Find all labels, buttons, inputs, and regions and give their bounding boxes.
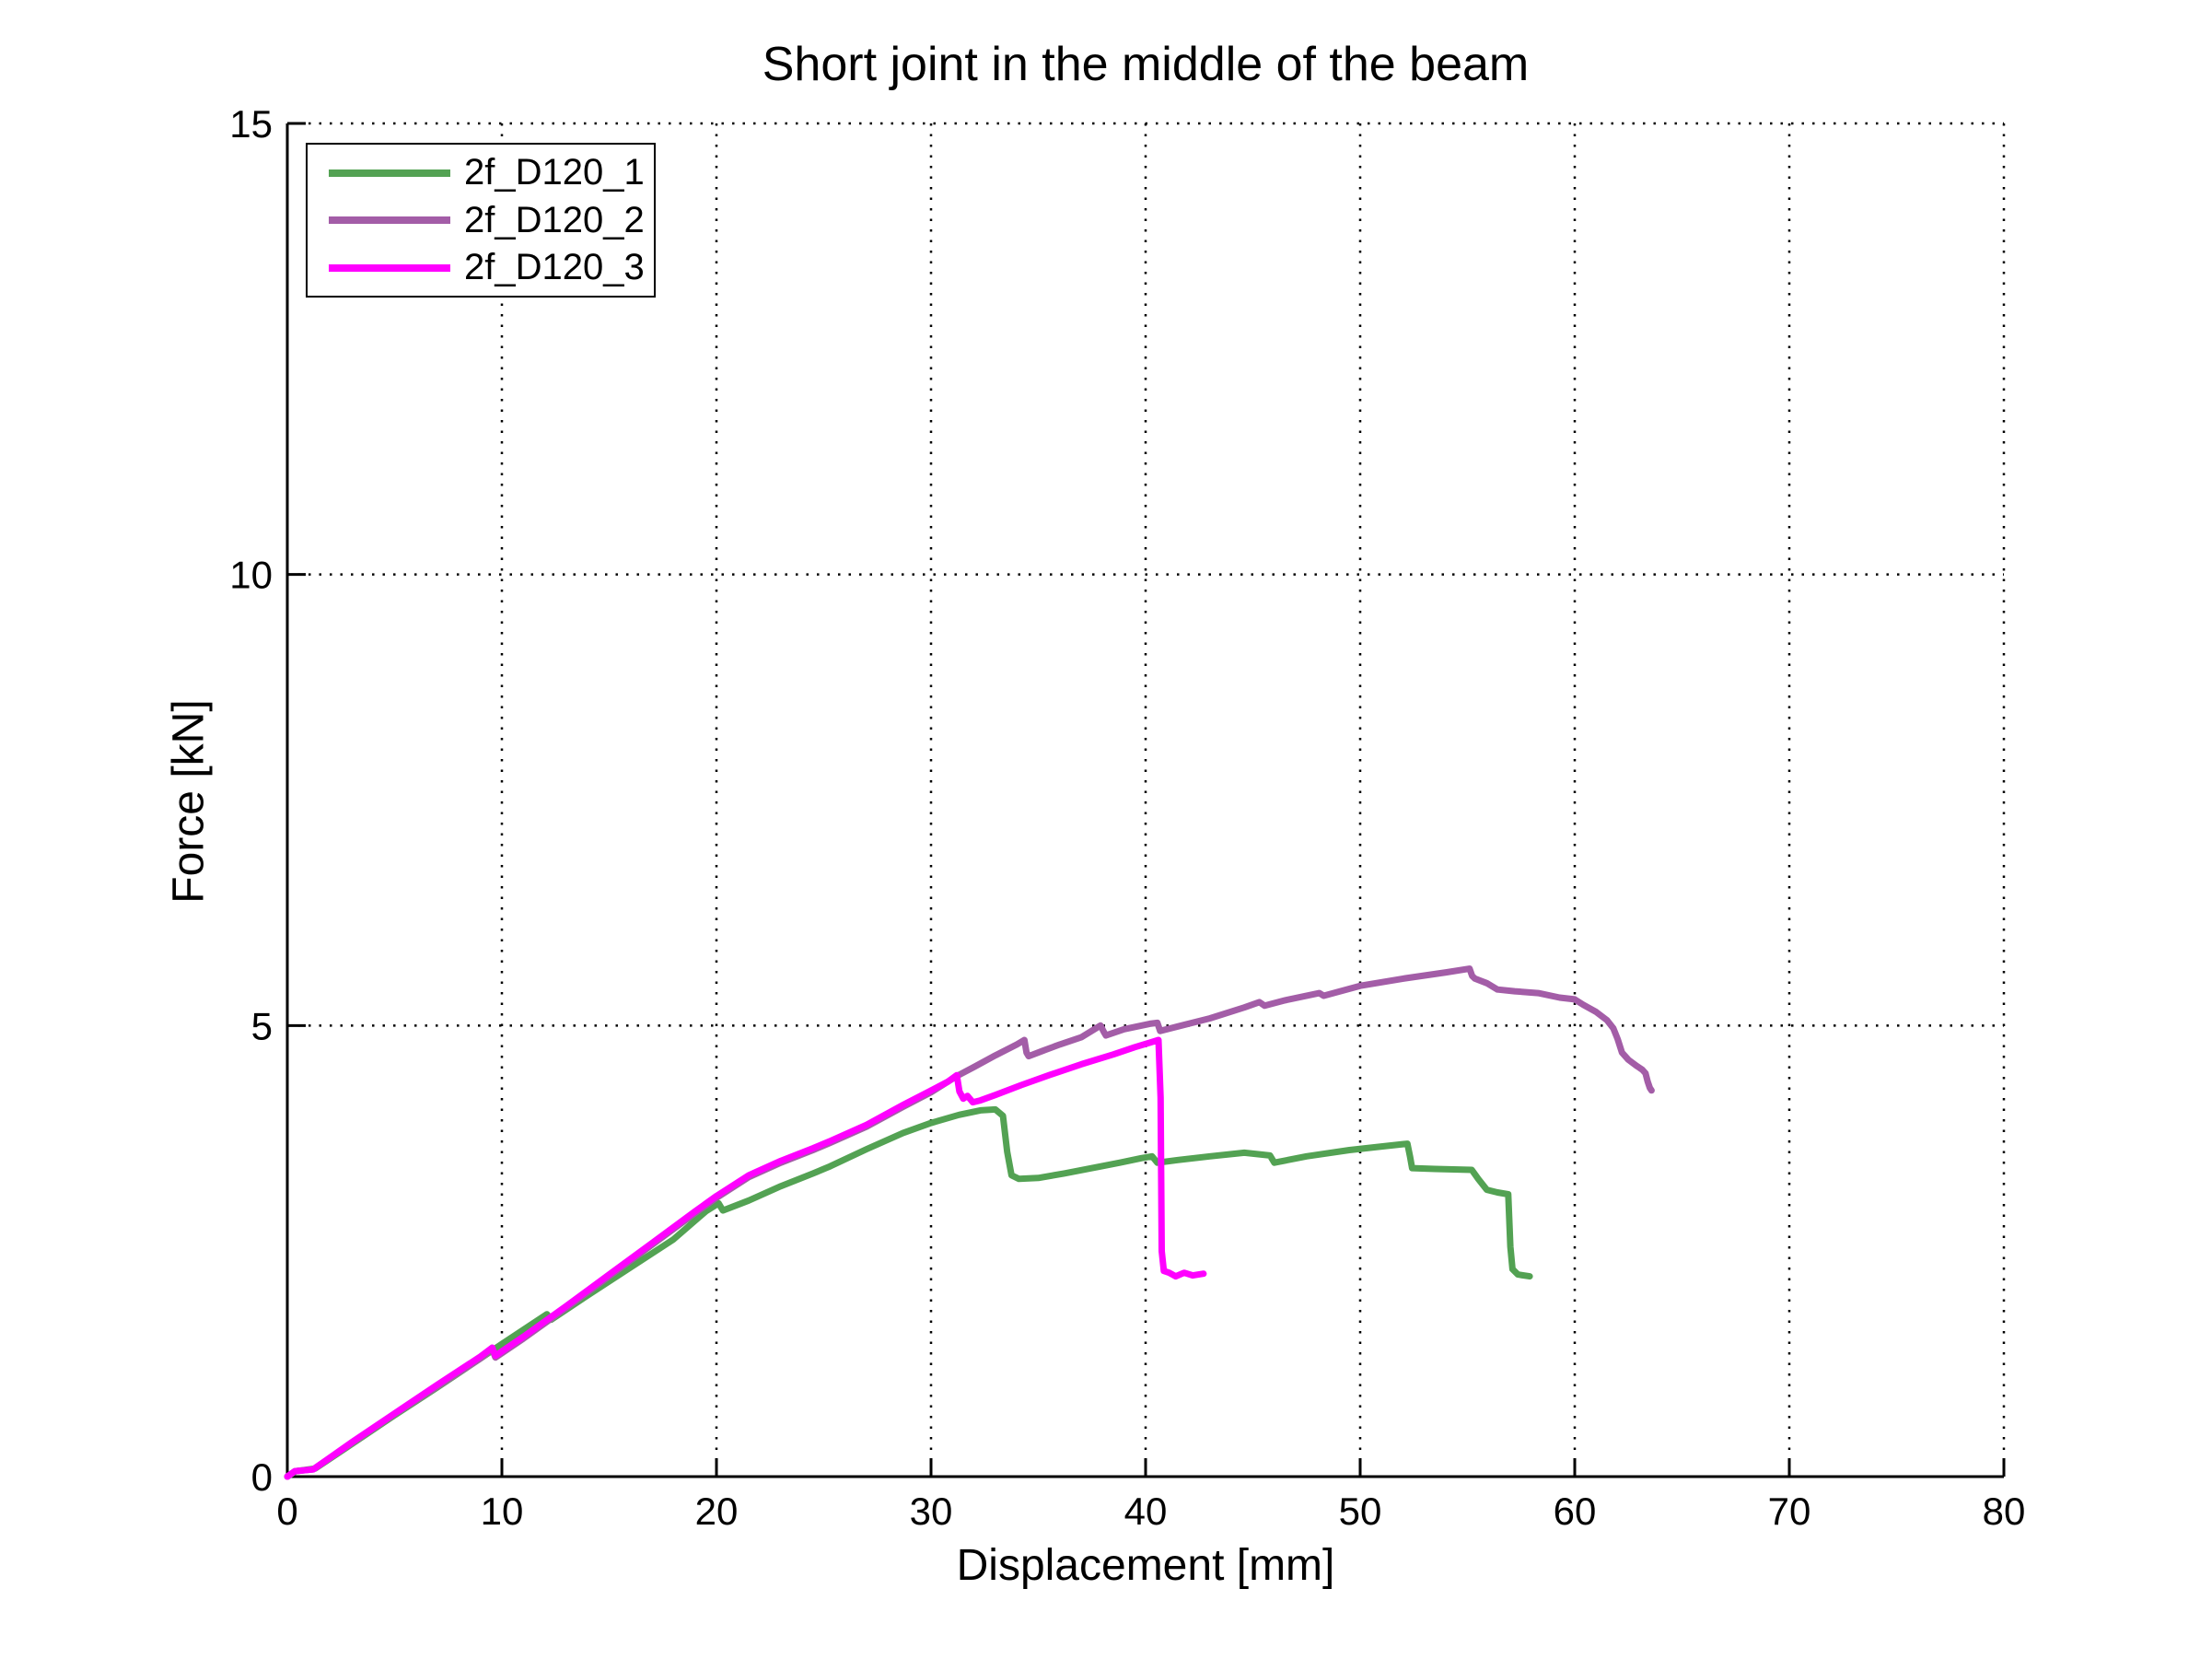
x-tick-label: 10: [481, 1490, 524, 1533]
series-line-2f_D120_3: [284, 1036, 1207, 1480]
series-line-2f_D120_2: [284, 965, 1655, 1480]
x-tick-label: 50: [1339, 1490, 1382, 1533]
x-tick-label: 60: [1554, 1490, 1597, 1533]
series-line-2f_D120_1: [284, 1105, 1533, 1480]
x-tick-label: 20: [695, 1490, 739, 1533]
legend-label: 2f_D120_3: [464, 247, 645, 287]
x-tick-label: 40: [1124, 1490, 1168, 1533]
chart-title: Short joint in the middle of the beam: [762, 38, 1530, 91]
legend: 2f_D120_1 2f_D120_2 2f_D120_3: [306, 143, 656, 298]
y-tick-label: 15: [229, 102, 273, 146]
y-axis-label: Force [kN]: [164, 699, 214, 904]
x-tick-label: 30: [910, 1490, 953, 1533]
y-tick-label: 5: [251, 1004, 273, 1047]
legend-item: 2f_D120_1: [308, 150, 654, 196]
legend-label: 2f_D120_1: [464, 152, 645, 193]
y-tick-label: 0: [251, 1455, 273, 1499]
x-tick-label: 80: [1983, 1490, 2026, 1533]
legend-label: 2f_D120_2: [464, 199, 645, 240]
legend-line-swatch: [329, 263, 450, 272]
legend-line-swatch: [329, 216, 450, 224]
legend-item: 2f_D120_2: [308, 197, 654, 243]
x-axis-label: Displacement [mm]: [956, 1541, 1335, 1590]
legend-item: 2f_D120_3: [308, 245, 654, 291]
x-tick-label: 0: [276, 1490, 297, 1533]
legend-line-swatch: [329, 169, 450, 177]
x-tick-label: 70: [1768, 1490, 1811, 1533]
y-tick-label: 10: [229, 554, 273, 597]
